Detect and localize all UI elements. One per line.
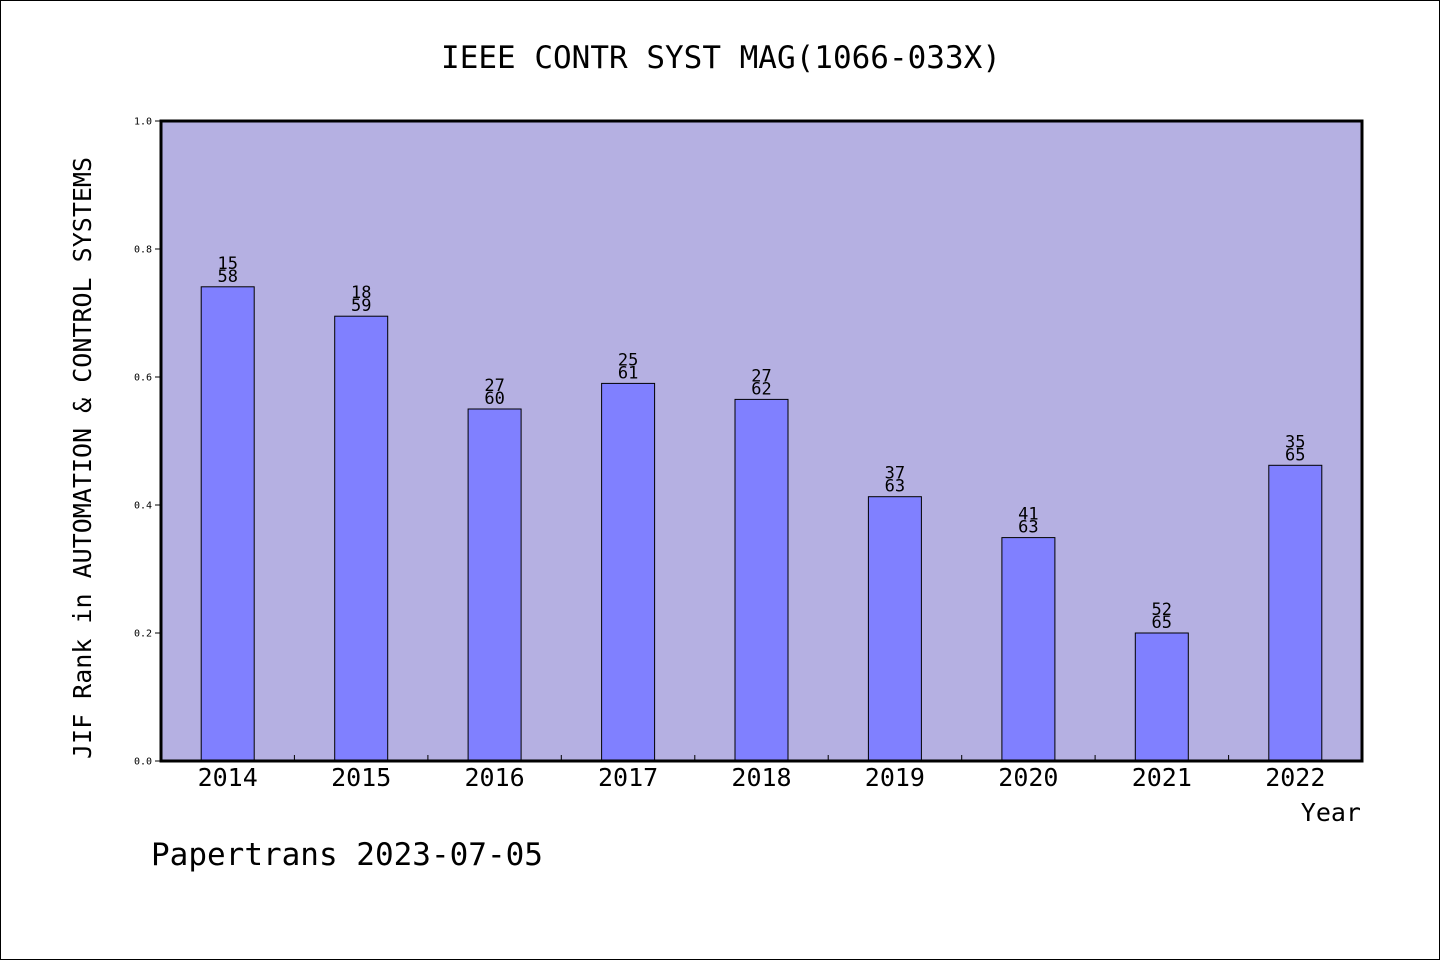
x-tick-label: 2015 [331, 763, 391, 792]
y-tick-label: 0.0 [134, 757, 152, 768]
chart-title: IEEE CONTR SYST MAG(1066-033X) [441, 40, 1001, 76]
data-label-rank: 52 [1152, 600, 1172, 620]
bars-layer [200, 286, 1323, 762]
data-label-total: 62 [751, 379, 771, 399]
bar-2018 [734, 398, 789, 762]
x-tick-label: 2014 [198, 763, 258, 792]
data-label-rank: 15 [217, 254, 237, 274]
bar-2017 [601, 382, 656, 762]
x-tick-label: 2019 [865, 763, 925, 792]
data-label-total: 61 [618, 363, 638, 383]
y-tick-label: 0.2 [134, 629, 152, 640]
y-tick-label: 0.6 [134, 373, 152, 384]
x-tick-label: 2018 [731, 763, 791, 792]
bar-2020 [1001, 537, 1056, 762]
data-label-rank: 18 [351, 283, 371, 303]
data-label-total: 60 [484, 389, 504, 409]
x-tick-label: 2020 [998, 763, 1058, 792]
y-tick-label: 0.4 [134, 501, 152, 512]
bar-2022 [1268, 464, 1323, 762]
bar-2016 [467, 408, 522, 762]
data-label-rank: 27 [751, 366, 771, 386]
data-label-rank: 35 [1285, 432, 1305, 452]
data-label-rank: 41 [1018, 505, 1038, 525]
footer-credit: Papertrans 2023-07-05 [151, 837, 543, 873]
y-tick-label: 1.0 [134, 117, 152, 128]
y-tick-label: 0.8 [134, 245, 152, 256]
plot-frame [159, 119, 1364, 763]
data-label-total: 59 [351, 296, 371, 316]
data-label-total: 63 [1018, 518, 1038, 538]
x-tick-label: 2016 [464, 763, 524, 792]
data-label-rank: 37 [885, 464, 905, 484]
bar-2014 [200, 286, 255, 762]
data-label-rank: 25 [618, 350, 638, 370]
data-label-total: 63 [885, 477, 905, 497]
x-tick-label: 2021 [1132, 763, 1192, 792]
bar-2015 [334, 315, 389, 762]
data-label-total: 65 [1285, 445, 1305, 465]
y-axis-label: JIF Rank in AUTOMATION & CONTROL SYSTEMS [68, 157, 97, 759]
bar-2019 [867, 496, 922, 762]
data-label-total: 65 [1152, 613, 1172, 633]
x-axis: 2014 2015 2016 2017 2018 2019 2020 2021 2022 [198, 755, 1325, 792]
bar-2021 [1134, 632, 1189, 762]
x-tick-label: 2022 [1265, 763, 1325, 792]
x-tick-label: 2017 [598, 763, 658, 792]
data-label-rank: 27 [484, 376, 504, 396]
data-label-total: 58 [217, 267, 237, 287]
y-axis: 0.0 0.2 0.4 0.6 0.8 1.0 [134, 117, 161, 768]
x-axis-label: Year [1301, 798, 1361, 827]
